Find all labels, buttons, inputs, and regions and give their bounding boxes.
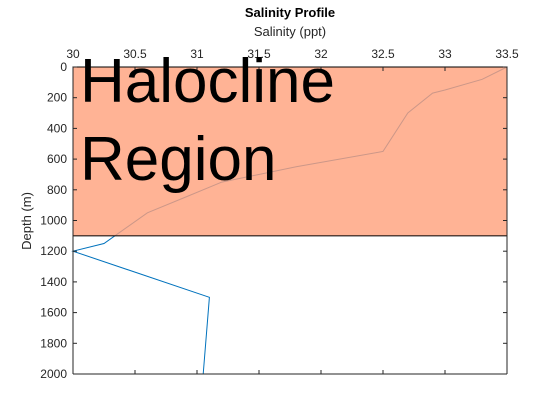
y-tick-label: 1000 [40,214,67,228]
y-tick-label: 2000 [40,367,67,381]
y-tick-label: 1200 [40,244,67,258]
annotation-line-2: Region [80,125,276,194]
x-tick-label: 30.5 [123,47,147,61]
y-tick-label: 1600 [40,306,67,320]
y-tick-label: 200 [47,91,67,105]
y-axis-label: Depth (m) [19,192,34,250]
x-tick-label: 31 [190,47,204,61]
y-tick-label: 800 [47,183,67,197]
chart-title: Salinity Profile [245,5,335,20]
x-tick-label: 31.5 [247,47,271,61]
x-tick-label: 32 [314,47,328,61]
x-axis-label: Salinity (ppt) [254,24,326,39]
y-tick-label: 400 [47,121,67,135]
x-tick-label: 30 [66,47,80,61]
y-tick-label: 1400 [40,275,67,289]
x-tick-label: 33 [438,47,452,61]
annotation-line-1: Halocline [80,47,335,116]
halocline-annotation: Halocline Region [80,47,335,194]
x-tick-label: 33.5 [495,47,519,61]
halocline-region [72,66,508,237]
y-tick-label: 600 [47,152,67,166]
x-tick-label: 32.5 [371,47,395,61]
y-tick-label: 1800 [40,336,67,350]
y-tick-label: 0 [60,60,67,74]
